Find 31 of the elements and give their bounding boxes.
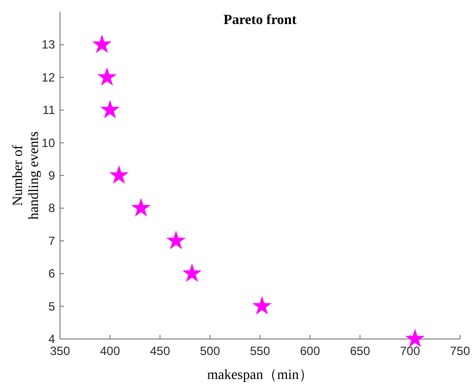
y-axis-title: Number of handling events [11,131,42,220]
x-tick-label: 750 [450,344,470,358]
y-tick-label: 10 [42,136,56,150]
x-tick-label: 600 [300,344,320,358]
point [93,35,111,52]
x-tick-label: 650 [350,344,370,358]
x-tick-label: 700 [400,344,420,358]
x-tick-label: 500 [200,344,220,358]
y-tick-label: 6 [48,266,56,281]
x-tick-label: 550 [250,344,270,358]
point [167,232,185,249]
point [101,100,119,118]
y-tick-label: 13 [42,38,56,52]
point [110,166,128,184]
x-axis-title: makespan（min） [207,368,313,383]
y-tick-label: 7 [48,234,56,248]
y-tick-label: 5 [48,299,56,314]
point [183,264,201,282]
y-tick-label: 9 [48,168,56,182]
chart-title: Pareto front [224,13,297,28]
x-tick-label: 400 [100,344,120,358]
x-tick-label: 450 [150,344,170,358]
y-tick-label: 4 [48,332,56,346]
point [132,198,150,216]
point [98,68,116,86]
y-tick-label: 11 [42,103,56,118]
x-tick-label: 350 [50,344,70,358]
y-tick-label: 12 [42,70,56,84]
point [253,296,271,314]
y-tick-label: 8 [48,201,56,216]
point [406,330,424,347]
